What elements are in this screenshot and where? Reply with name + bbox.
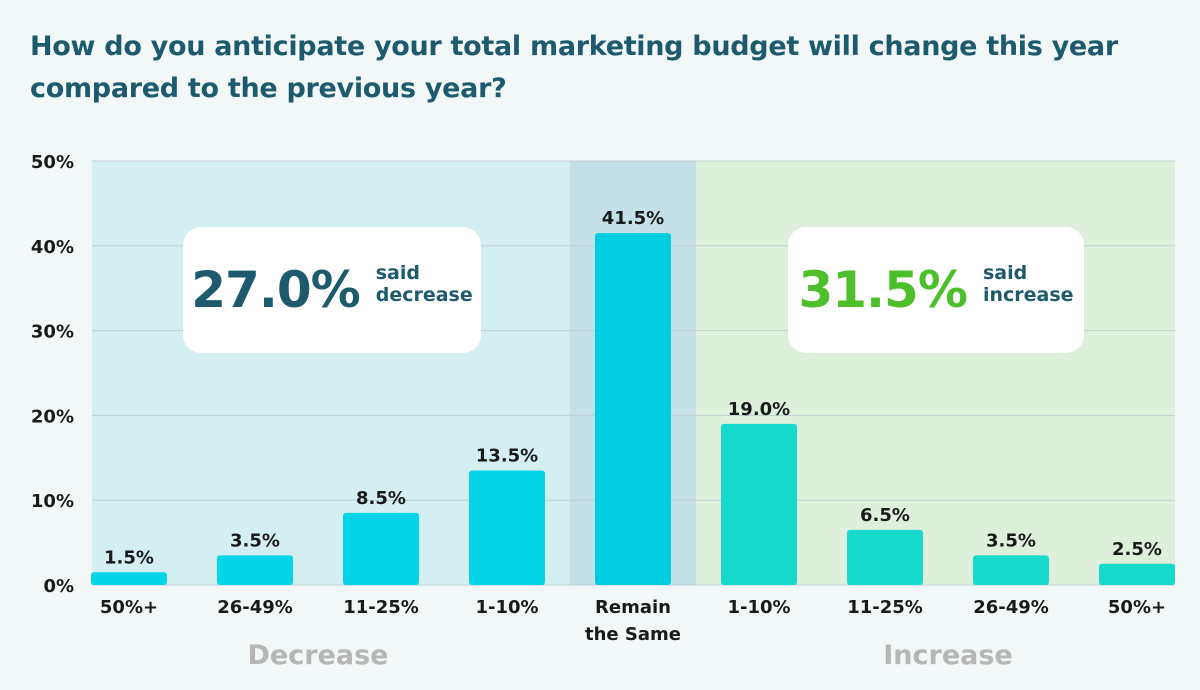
- decrease-callout: 27.0% said decrease: [183, 227, 481, 353]
- group-label-decrease: Decrease: [248, 640, 389, 671]
- y-tick-label: 40%: [31, 237, 74, 258]
- bar: [91, 572, 167, 585]
- bar-value-label: 1.5%: [104, 547, 154, 568]
- group-label-increase: Increase: [883, 640, 1013, 671]
- x-category-label: 50%+: [1108, 597, 1166, 618]
- increase-callout: 31.5% said increase: [788, 227, 1084, 353]
- decrease-total-value: 27.0%: [191, 261, 360, 319]
- increase-total-label: said increase: [982, 262, 1074, 306]
- x-category-label: Remain the Same: [585, 597, 681, 645]
- y-tick-label: 20%: [31, 406, 74, 427]
- x-category-label: 11-25%: [343, 597, 419, 618]
- bar-value-label: 3.5%: [230, 530, 280, 551]
- y-tick-label: 10%: [31, 491, 74, 512]
- bar: [217, 555, 293, 585]
- bar-value-label: 6.5%: [860, 505, 910, 526]
- bar: [1099, 563, 1175, 585]
- bar-value-label: 8.5%: [356, 488, 406, 509]
- bar-value-label: 2.5%: [1112, 539, 1162, 560]
- y-tick-label: 0%: [43, 576, 74, 597]
- bar-value-label: 13.5%: [476, 446, 538, 467]
- bar: [973, 555, 1049, 585]
- bar: [469, 470, 545, 585]
- bar-value-label: 3.5%: [986, 530, 1036, 551]
- bar: [343, 512, 419, 585]
- bar: [847, 529, 923, 585]
- x-category-label: 26-49%: [217, 597, 293, 618]
- increase-total-value: 31.5%: [798, 261, 967, 319]
- chart-title: How do you anticipate your total marketi…: [30, 31, 1118, 104]
- bar: [595, 233, 671, 585]
- x-category-label: 11-25%: [847, 597, 923, 618]
- x-category-label: 1-10%: [475, 597, 538, 618]
- y-tick-label: 30%: [31, 322, 74, 343]
- bar: [721, 423, 797, 585]
- decrease-total-label: said decrease: [375, 262, 473, 306]
- x-category-label: 26-49%: [973, 597, 1049, 618]
- y-tick-label: 50%: [31, 152, 74, 173]
- bar-value-label: 41.5%: [602, 208, 664, 229]
- bar-value-label: 19.0%: [728, 399, 790, 420]
- x-category-label: 1-10%: [727, 597, 790, 618]
- x-category-label: 50%+: [100, 597, 158, 618]
